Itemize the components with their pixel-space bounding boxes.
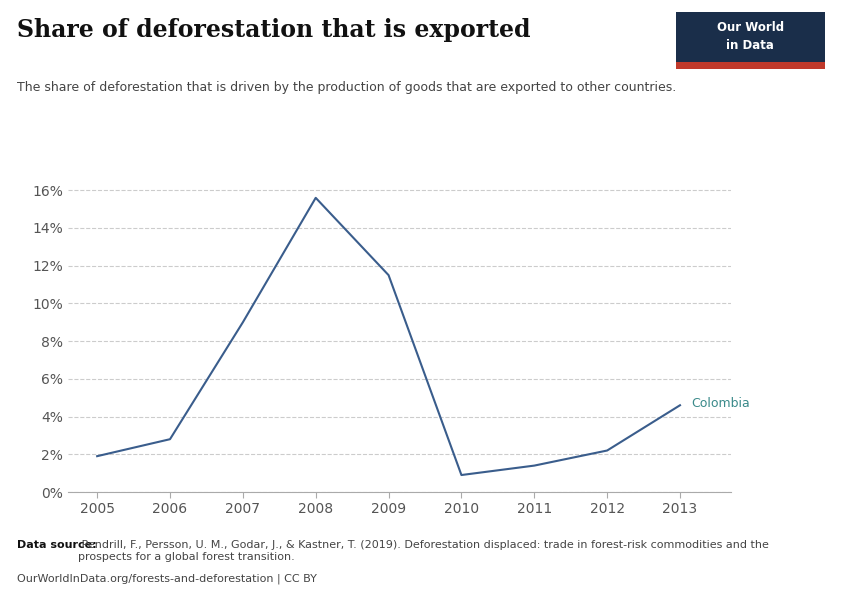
Text: Colombia: Colombia (691, 397, 750, 410)
Text: Share of deforestation that is exported: Share of deforestation that is exported (17, 18, 530, 42)
Text: Our World: Our World (717, 22, 784, 34)
Text: Pendrill, F., Persson, U. M., Godar, J., & Kastner, T. (2019). Deforestation dis: Pendrill, F., Persson, U. M., Godar, J.,… (78, 540, 769, 562)
Text: Data source:: Data source: (17, 540, 97, 550)
Text: OurWorldInData.org/forests-and-deforestation | CC BY: OurWorldInData.org/forests-and-deforesta… (17, 573, 317, 583)
Text: The share of deforestation that is driven by the production of goods that are ex: The share of deforestation that is drive… (17, 81, 677, 94)
Text: in Data: in Data (726, 38, 774, 52)
